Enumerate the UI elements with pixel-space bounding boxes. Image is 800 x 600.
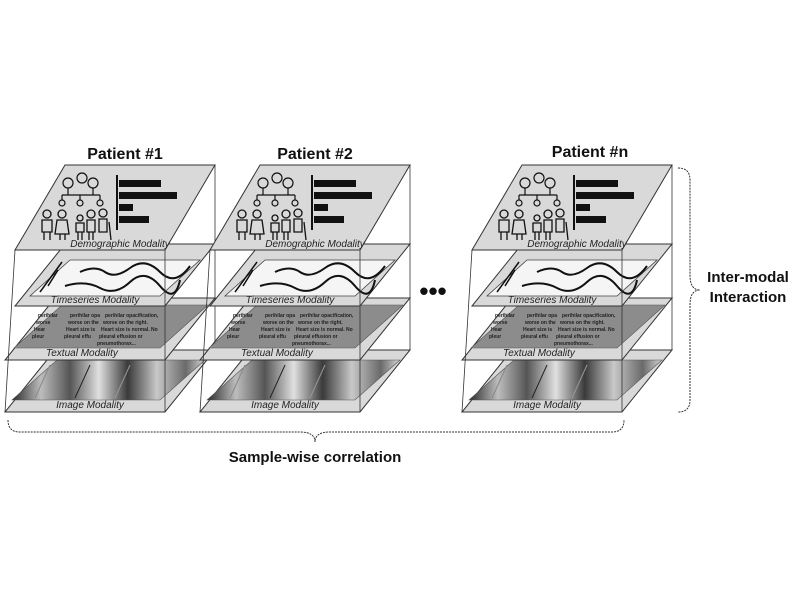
report-text: pleural effusion or xyxy=(99,334,143,340)
report-text: Heart size is xyxy=(523,327,552,333)
image-modality-label: Image Modality xyxy=(56,400,125,411)
image-modality-layer: Image Modality xyxy=(3,349,217,413)
report-text: Heart size is xyxy=(261,327,290,333)
syringe-icon xyxy=(234,261,258,293)
report-text: Hear xyxy=(34,327,45,333)
people-icon xyxy=(236,208,307,241)
report-text: pleural effu xyxy=(259,334,286,340)
report-text: worse on the right. xyxy=(559,320,605,326)
textual-modality-label: Textual Modality xyxy=(46,348,119,359)
timeseries-modality-layer: Timeseries Modality xyxy=(13,243,217,307)
report-text: pleural effusion or xyxy=(556,334,600,340)
report-text: worse xyxy=(230,320,246,326)
report-text: pneumothorax... xyxy=(292,341,332,347)
textual-modality-layer: Textual Modality perihilar worse Hear pl… xyxy=(198,297,412,361)
bar-chart-icon xyxy=(573,175,634,230)
textual-modality-label: Textual Modality xyxy=(503,348,576,359)
connector-lines xyxy=(461,165,673,413)
report-text: pleural effusion or xyxy=(294,334,338,340)
family-tree-icon xyxy=(58,172,104,207)
ellipsis-dots: ••• xyxy=(419,276,446,306)
report-text: Hear xyxy=(491,327,502,333)
report-text: perihilar xyxy=(495,313,515,319)
inter-modal-label-line1: Inter-modal xyxy=(707,269,789,286)
report-text: Heart size is normal. No xyxy=(558,327,615,333)
sample-wise-brace xyxy=(7,419,625,443)
report-text: pneumothorax... xyxy=(97,341,137,347)
demographic-modality-layer: Demographic Modality xyxy=(14,164,216,251)
bar-chart-icon xyxy=(116,175,177,230)
report-text: pleural effu xyxy=(64,334,91,340)
report-text: pleur xyxy=(227,334,239,340)
family-tree-icon xyxy=(515,172,561,207)
timeseries-modality-label: Timeseries Modality xyxy=(51,295,141,306)
timeseries-modality-label: Timeseries Modality xyxy=(508,295,598,306)
report-text: Heart size is normal. No xyxy=(101,327,158,333)
demographic-modality-label: Demographic Modality xyxy=(70,239,170,250)
bar-chart-icon xyxy=(311,175,372,230)
report-text: pleur xyxy=(32,334,44,340)
people-icon xyxy=(41,208,112,241)
timeseries-modality-layer: Timeseries Modality xyxy=(208,243,412,307)
sample-wise-label: Sample-wise correlation xyxy=(229,449,402,466)
timeseries-modality-label: Timeseries Modality xyxy=(246,295,336,306)
textual-modality-layer: Textual Modality perihilar worse Hear pl… xyxy=(460,297,674,361)
connector-lines xyxy=(199,165,411,413)
report-text: perihilar opacification, xyxy=(300,313,354,319)
report-text: worse on the right. xyxy=(102,320,148,326)
report-text: worse xyxy=(35,320,51,326)
report-text: pleur xyxy=(489,334,501,340)
report-text: perihilar xyxy=(38,313,58,319)
report-text: worse on the xyxy=(67,320,99,326)
report-text: perihilar xyxy=(233,313,253,319)
timeseries-modality-layer: Timeseries Modality xyxy=(470,243,674,307)
patient-stack-1: Image Modality Textual Modality perihila… xyxy=(3,164,217,413)
people-icon xyxy=(498,208,569,241)
patient-title-2: Patient #2 xyxy=(277,146,353,163)
demographic-modality-layer: Demographic Modality xyxy=(471,164,673,251)
report-text: perihilar opa xyxy=(265,313,295,319)
report-text: worse xyxy=(492,320,508,326)
image-modality-layer: Image Modality xyxy=(460,349,674,413)
inter-modal-brace xyxy=(677,167,701,413)
report-text: pneumothorax... xyxy=(554,341,594,347)
patient-title-n: Patient #n xyxy=(552,144,628,161)
syringe-icon xyxy=(39,261,63,293)
demographic-modality-layer: Demographic Modality xyxy=(209,164,411,251)
demographic-modality-label: Demographic Modality xyxy=(265,239,365,250)
report-text: worse on the right. xyxy=(297,320,343,326)
report-text: pleural effu xyxy=(521,334,548,340)
family-tree-icon xyxy=(253,172,299,207)
patient-stack-2: Image Modality Textual Modality perihila… xyxy=(198,164,412,413)
image-modality-label: Image Modality xyxy=(251,400,320,411)
image-modality-layer: Image Modality xyxy=(198,349,412,413)
report-text: perihilar opa xyxy=(527,313,557,319)
report-text: perihilar opacification, xyxy=(105,313,159,319)
image-modality-label: Image Modality xyxy=(513,400,582,411)
report-text: Hear xyxy=(229,327,240,333)
patient-stack-n: Image Modality Textual Modality perihila… xyxy=(460,164,674,413)
patient-title-1: Patient #1 xyxy=(87,146,163,163)
syringe-icon xyxy=(496,261,520,293)
report-text: worse on the xyxy=(262,320,294,326)
inter-modal-label-line2: Interaction xyxy=(710,289,787,306)
connector-lines xyxy=(4,165,216,413)
report-text: perihilar opa xyxy=(70,313,100,319)
textual-modality-label: Textual Modality xyxy=(241,348,314,359)
report-text: worse on the xyxy=(524,320,556,326)
report-text: Heart size is xyxy=(66,327,95,333)
report-text: perihilar opacification, xyxy=(562,313,616,319)
textual-modality-layer: Textual Modality perihilar worse Hear pl… xyxy=(3,297,217,361)
demographic-modality-label: Demographic Modality xyxy=(527,239,627,250)
report-text: Heart size is normal. No xyxy=(296,327,353,333)
